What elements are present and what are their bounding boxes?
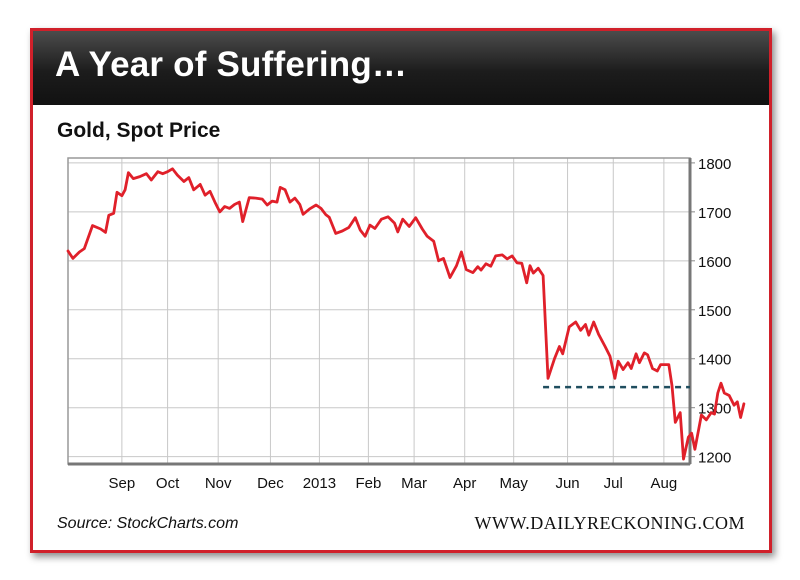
y-tick-label: 1500 bbox=[698, 303, 731, 320]
banner-title: A Year of Suffering… bbox=[55, 45, 408, 84]
x-tick-label: 2013 bbox=[303, 475, 336, 492]
x-tick-label: Aug bbox=[651, 475, 678, 492]
y-tick-label: 1600 bbox=[698, 254, 731, 271]
x-tick-label: Jun bbox=[555, 475, 579, 492]
y-tick-label: 1800 bbox=[698, 156, 731, 173]
x-tick-label: May bbox=[500, 475, 529, 492]
website-credit: WWW.DAILYRECKONING.COM bbox=[474, 513, 745, 533]
plot-area bbox=[68, 158, 690, 464]
source-credit: Source: StockCharts.com bbox=[57, 515, 239, 532]
x-tick-label: Oct bbox=[156, 475, 180, 492]
y-tick-label: 1200 bbox=[698, 450, 731, 467]
price-series-line bbox=[66, 167, 746, 461]
x-tick-label: Feb bbox=[355, 475, 381, 492]
title-banner: A Year of Suffering… bbox=[33, 31, 769, 105]
y-tick-label: 1400 bbox=[698, 352, 731, 369]
chart-title: Gold, Spot Price bbox=[57, 119, 221, 142]
x-tick-label: Nov bbox=[205, 475, 232, 492]
y-tick-label: 1700 bbox=[698, 205, 731, 222]
x-tick-label: Mar bbox=[401, 475, 427, 492]
x-tick-label: Apr bbox=[453, 475, 476, 492]
x-tick-label: Dec bbox=[257, 475, 284, 492]
x-tick-label: Sep bbox=[109, 475, 136, 492]
x-tick-label: Jul bbox=[604, 475, 623, 492]
